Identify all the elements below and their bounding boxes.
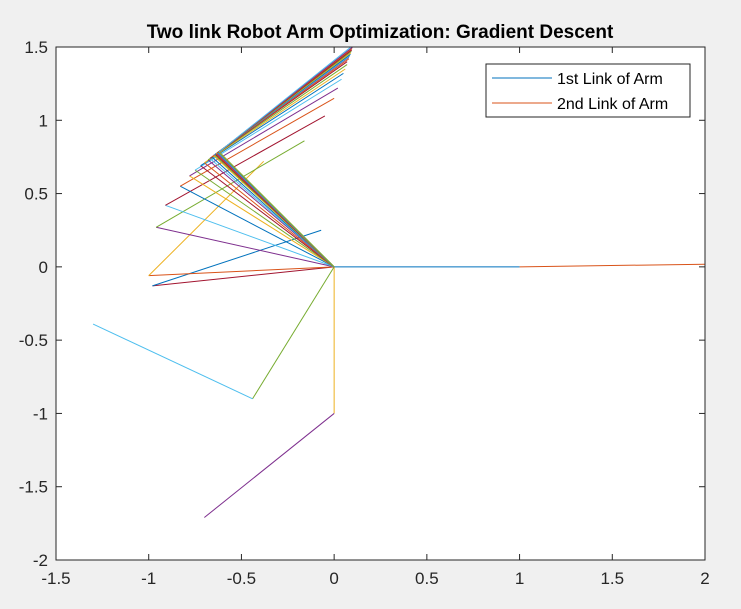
arm-link1-7 (180, 185, 335, 268)
arm-link2-23 (218, 47, 352, 153)
arm-link1-5 (156, 226, 335, 268)
y-tick-label: 0 (39, 258, 48, 277)
axes-background (56, 47, 705, 560)
arm-link2-11 (204, 68, 346, 164)
arm-link2-6 (165, 115, 326, 206)
arm-link1-9 (194, 169, 335, 268)
x-tick-label: -0.5 (227, 569, 256, 588)
legend-label-link2: 2nd Link of Arm (557, 96, 668, 113)
arm-link2-8 (189, 87, 339, 177)
arm-link2-7 (179, 97, 335, 187)
legend: 1st Link of Arm 2nd Link of Arm (485, 63, 691, 118)
y-tick-label: 0.5 (24, 185, 48, 204)
chart-title: Two link Robot Arm Optimization: Gradien… (147, 22, 614, 43)
legend-box (485, 63, 691, 118)
arm-link2-2 (92, 323, 253, 400)
arm-link1-6 (165, 204, 335, 268)
arm-link1-23 (218, 151, 335, 268)
arm-link1-8 (189, 175, 335, 268)
y-tick-label: 1 (39, 111, 48, 130)
y-tick-label: 1.5 (24, 38, 48, 57)
arm-link2-1 (204, 413, 335, 518)
y-tick-label: -1 (33, 404, 48, 423)
arm-link1-10 (200, 165, 335, 268)
x-tick-label: 2 (700, 569, 709, 588)
x-tick-label: -1 (141, 569, 156, 588)
arm-link2-12 (207, 64, 348, 161)
y-tick-label: -0.5 (19, 331, 48, 350)
arm-link2-3 (152, 229, 322, 287)
arm-link2-10 (200, 72, 344, 167)
y-tick-label: -1.5 (19, 478, 48, 497)
x-tick-label: 1 (515, 569, 524, 588)
legend-label-link1: 1st Link of Arm (557, 71, 663, 88)
plot-lines (92, 47, 705, 518)
axis-ticks: -1.5 -1 -0.5 0 0.5 1 1.5 2-2-1.5-1-0.500.511.5 (19, 38, 710, 588)
x-tick-label: -1.5 (41, 569, 70, 588)
arm-link1-3 (152, 266, 335, 287)
x-tick-label: 0 (329, 569, 338, 588)
arm-link1-2 (252, 266, 335, 400)
arm-link1-4 (148, 266, 335, 277)
x-tick-label: 0.5 (415, 569, 439, 588)
arm-link1-11 (204, 162, 335, 268)
arm-link2-0 (519, 263, 705, 268)
y-tick-label: -2 (33, 551, 48, 570)
axes-box (55, 46, 706, 561)
x-tick-label: 1.5 (600, 569, 624, 588)
